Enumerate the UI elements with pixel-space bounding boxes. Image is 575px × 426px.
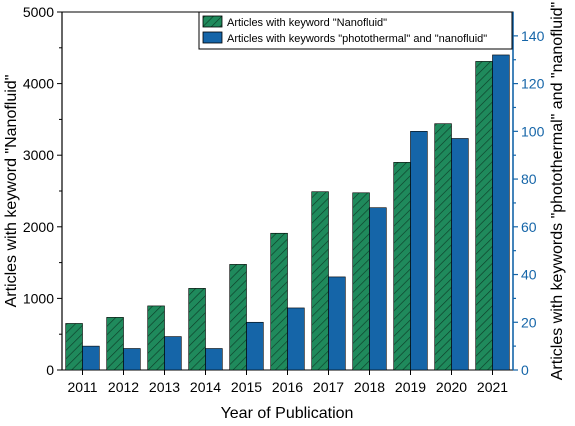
x-tick-label: 2011 <box>67 379 97 395</box>
left-tick-label: 3000 <box>23 147 54 163</box>
bar-nanofluid <box>270 232 288 371</box>
bar-photothermal <box>246 321 264 371</box>
bar-nanofluid <box>434 123 452 371</box>
legend-label-nanofluid: Articles with keyword "Nanofluid" <box>227 17 387 29</box>
legend-swatch-photothermal <box>202 31 223 44</box>
bar-photothermal <box>492 54 510 371</box>
bar-nanofluid <box>393 162 411 371</box>
x-tick-label: 2018 <box>354 379 385 395</box>
bar-nanofluid <box>311 191 329 371</box>
bar-nanofluid <box>65 323 83 371</box>
bar-photothermal <box>410 131 428 371</box>
right-tick-label: 40 <box>521 267 537 283</box>
x-axis-title: Year of Publication <box>221 405 354 422</box>
x-tick-label: 2014 <box>190 379 221 395</box>
bar-nanofluid <box>147 305 165 371</box>
bar-nanofluid <box>352 192 370 371</box>
bar-nanofluid <box>106 317 124 371</box>
x-tick-label: 2012 <box>108 379 139 395</box>
bar-photothermal <box>164 336 182 371</box>
right-tick-label: 0 <box>521 362 529 378</box>
bar-photothermal <box>287 307 305 371</box>
right-tick-label: 80 <box>521 171 537 187</box>
bar-photothermal <box>369 207 387 371</box>
right-axis-ticks: 0 20 40 60 80 100 120 140 <box>513 28 545 378</box>
bar-nanofluid <box>188 288 206 371</box>
left-tick-label: 5000 <box>23 4 54 20</box>
right-tick-label: 140 <box>521 28 545 44</box>
legend-label-photothermal: Articles with keywords "photothermal" an… <box>227 33 487 45</box>
x-tick-label: 2013 <box>149 379 180 395</box>
right-tick-label: 20 <box>521 314 537 330</box>
legend-box <box>198 11 513 50</box>
left-axis-ticks: 0 1000 2000 3000 4000 5000 <box>23 4 62 378</box>
x-tick-label: 2019 <box>395 379 426 395</box>
right-axis-title: Articles with keywords "photothermal" an… <box>549 2 566 380</box>
bar-photothermal <box>451 138 469 371</box>
left-tick-label: 1000 <box>23 290 54 306</box>
left-tick-label: 4000 <box>23 76 54 92</box>
x-tick-label: 2017 <box>313 379 344 395</box>
bar-photothermal <box>328 276 346 371</box>
left-axis-title: Articles with keyword "Nanofluid" <box>3 75 20 308</box>
right-tick-label: 120 <box>521 76 545 92</box>
bars-layer <box>65 54 510 371</box>
legend-swatch-nanofluid <box>202 15 223 28</box>
legend: Articles with keyword "Nanofluid" Articl… <box>198 11 513 50</box>
x-tick-label: 2016 <box>272 379 303 395</box>
x-tick-label: 2020 <box>436 379 467 395</box>
bar-photothermal <box>205 348 223 371</box>
left-tick-label: 0 <box>46 362 54 378</box>
x-tick-label: 2021 <box>477 379 508 395</box>
bar-nanofluid <box>475 61 493 371</box>
bar-photothermal <box>123 348 141 371</box>
bar-photothermal <box>82 345 100 371</box>
left-tick-label: 2000 <box>23 219 54 235</box>
right-tick-label: 100 <box>521 123 545 139</box>
bar-nanofluid <box>229 264 247 371</box>
x-tick-label: 2015 <box>231 379 262 395</box>
x-axis-ticks: 2011 2012 2013 2014 2015 2016 2017 2018 2019 2020… <box>67 370 508 395</box>
right-tick-label: 60 <box>521 219 537 235</box>
